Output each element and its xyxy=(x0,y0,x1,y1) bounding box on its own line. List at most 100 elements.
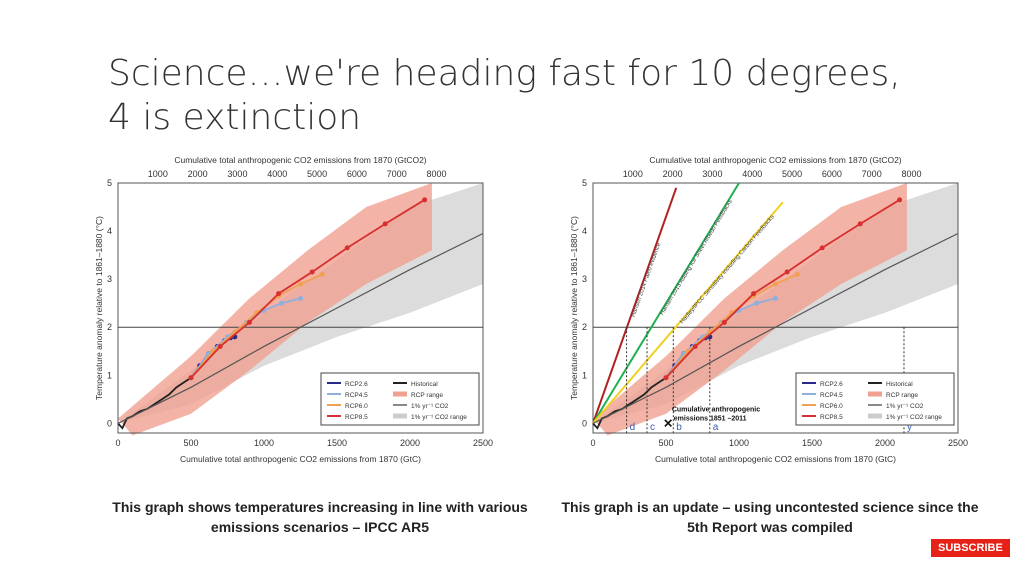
x-axis-label: Cumulative total anthropogenic CO2 emiss… xyxy=(655,454,896,464)
legend-label: RCP range xyxy=(886,392,918,399)
x2-tick-label: 1000 xyxy=(623,169,643,179)
data-point xyxy=(309,269,315,275)
marker-label: d xyxy=(630,422,636,433)
x-tick-label: 2500 xyxy=(948,438,968,448)
data-point xyxy=(773,295,778,301)
y-tick-label: 4 xyxy=(107,226,112,236)
data-point xyxy=(754,300,760,306)
x-tick-label: 2000 xyxy=(400,438,420,448)
x-tick-label: 2500 xyxy=(473,438,493,448)
data-point xyxy=(422,197,428,203)
legend-label: RCP2.6 xyxy=(345,381,368,388)
y-tick-label: 5 xyxy=(107,178,112,188)
legend-label: RCP8.5 xyxy=(820,414,843,421)
data-point xyxy=(298,281,303,287)
x2-tick-label: 2000 xyxy=(663,169,683,179)
data-point xyxy=(319,271,325,277)
series-1yrco2 xyxy=(592,232,959,424)
y-tick-label: 3 xyxy=(582,274,587,284)
legend-label: RCP6.0 xyxy=(345,403,368,410)
data-point xyxy=(773,281,778,287)
y-tick-label: 3 xyxy=(107,274,112,284)
data-point xyxy=(344,245,350,251)
x-tick-label: 1000 xyxy=(254,438,274,448)
y-axis-label: Temperature anomaly relative to 1861–188… xyxy=(94,216,104,400)
x-tick-label: 500 xyxy=(183,438,198,448)
legend-label: 1% yr⁻¹ CO2 xyxy=(886,403,924,410)
series-rcp85 xyxy=(190,199,426,379)
data-point xyxy=(784,269,790,275)
legend-label: RCP2.6 xyxy=(820,381,843,388)
data-point xyxy=(751,291,757,297)
marker-label: c xyxy=(650,422,655,433)
series-rcp85 xyxy=(665,199,901,379)
x2-tick-label: 7000 xyxy=(862,169,882,179)
caption-right: This graph is an update – using uncontes… xyxy=(561,499,979,535)
chart-updated: 0 500 1000 1500 2000 2500 0 1 2 3 4 5 1000 2000 3000 40… xyxy=(569,155,968,464)
feedback-line xyxy=(592,201,784,425)
slide-title: Science…we're heading fast for 10 degree… xyxy=(108,53,901,138)
x-tick-label: 0 xyxy=(590,438,595,448)
feedback-line-label: Hansen 2013 Adding Ice Sheet Albedo Feed… xyxy=(659,199,734,316)
data-point xyxy=(794,271,800,277)
data-point xyxy=(857,221,863,227)
legend-label: Historical xyxy=(886,381,913,388)
x-tick-label: 0 xyxy=(115,438,120,448)
data-point xyxy=(217,343,223,349)
data-point xyxy=(279,300,285,306)
x2-tick-label: 6000 xyxy=(822,169,842,179)
x2-tick-label: 4000 xyxy=(267,169,287,179)
legend-label: RCP4.5 xyxy=(345,392,368,399)
data-point xyxy=(246,319,252,325)
legend-label: Historical xyxy=(411,381,438,388)
y-tick-label: 0 xyxy=(582,418,587,428)
y-tick-label: 2 xyxy=(582,322,587,332)
x2-tick-label: 1000 xyxy=(148,169,168,179)
legend-label: 1% yr⁻¹ CO2 range xyxy=(886,414,942,421)
plot-frame xyxy=(592,182,959,434)
x2-axis-label: Cumulative total anthropogenic CO2 emiss… xyxy=(649,155,901,165)
y-tick-label: 1 xyxy=(107,370,112,380)
x2-tick-label: 6000 xyxy=(347,169,367,179)
caption-left: This graph shows temperatures increasing… xyxy=(112,499,528,535)
feedback-line xyxy=(592,187,678,424)
subscribe-button[interactable]: SUBSCRIBE xyxy=(931,539,1010,557)
y-axis-label: Temperature anomaly relative to 1861–188… xyxy=(569,216,579,400)
x2-tick-label: 2000 xyxy=(188,169,208,179)
data-point xyxy=(382,221,388,227)
y-tick-label: 0 xyxy=(107,418,112,428)
data-point xyxy=(298,295,303,301)
x-tick-label: 1000 xyxy=(729,438,749,448)
x2-tick-label: 4000 xyxy=(742,169,762,179)
y-tick-label: 4 xyxy=(582,226,587,236)
y-tick-label: 1 xyxy=(582,370,587,380)
marker-label: b xyxy=(676,422,682,433)
data-point xyxy=(721,319,727,325)
x-mark-icon: ✕ xyxy=(663,416,673,430)
x-tick-label: 2000 xyxy=(875,438,895,448)
x2-tick-label: 3000 xyxy=(227,169,247,179)
x-tick-label: 1500 xyxy=(802,438,822,448)
x2-tick-label: 7000 xyxy=(387,169,407,179)
data-point xyxy=(276,291,282,297)
legend-label: RCP8.5 xyxy=(345,414,368,421)
x2-tick-label: 3000 xyxy=(702,169,722,179)
annotation-text: Cumulative anthropogenic emissions 1851 … xyxy=(672,406,760,422)
plot-frame xyxy=(117,182,484,434)
legend-label: 1% yr⁻¹ CO2 range xyxy=(411,414,467,421)
x2-tick-label: 5000 xyxy=(782,169,802,179)
series-1yrco2 xyxy=(117,232,484,424)
y-tick-label: 5 xyxy=(582,178,587,188)
data-point xyxy=(897,197,903,203)
x-tick-label: 1500 xyxy=(327,438,347,448)
x2-tick-label: 8000 xyxy=(427,169,447,179)
x2-axis-label: Cumulative total anthropogenic CO2 emiss… xyxy=(174,155,426,165)
x2-tick-label: 8000 xyxy=(902,169,922,179)
legend-label: RCP4.5 xyxy=(820,392,843,399)
legend-label: RCP range xyxy=(411,392,443,399)
chart-ipcc-ar5: 0 500 1000 1500 2000 2500 0 1 2 3 4 5 1000 2000 3000 40… xyxy=(94,155,493,464)
marker-label: a xyxy=(713,422,719,433)
data-point xyxy=(188,375,194,381)
x-tick-label: 500 xyxy=(658,438,673,448)
feedback-line xyxy=(592,182,740,424)
